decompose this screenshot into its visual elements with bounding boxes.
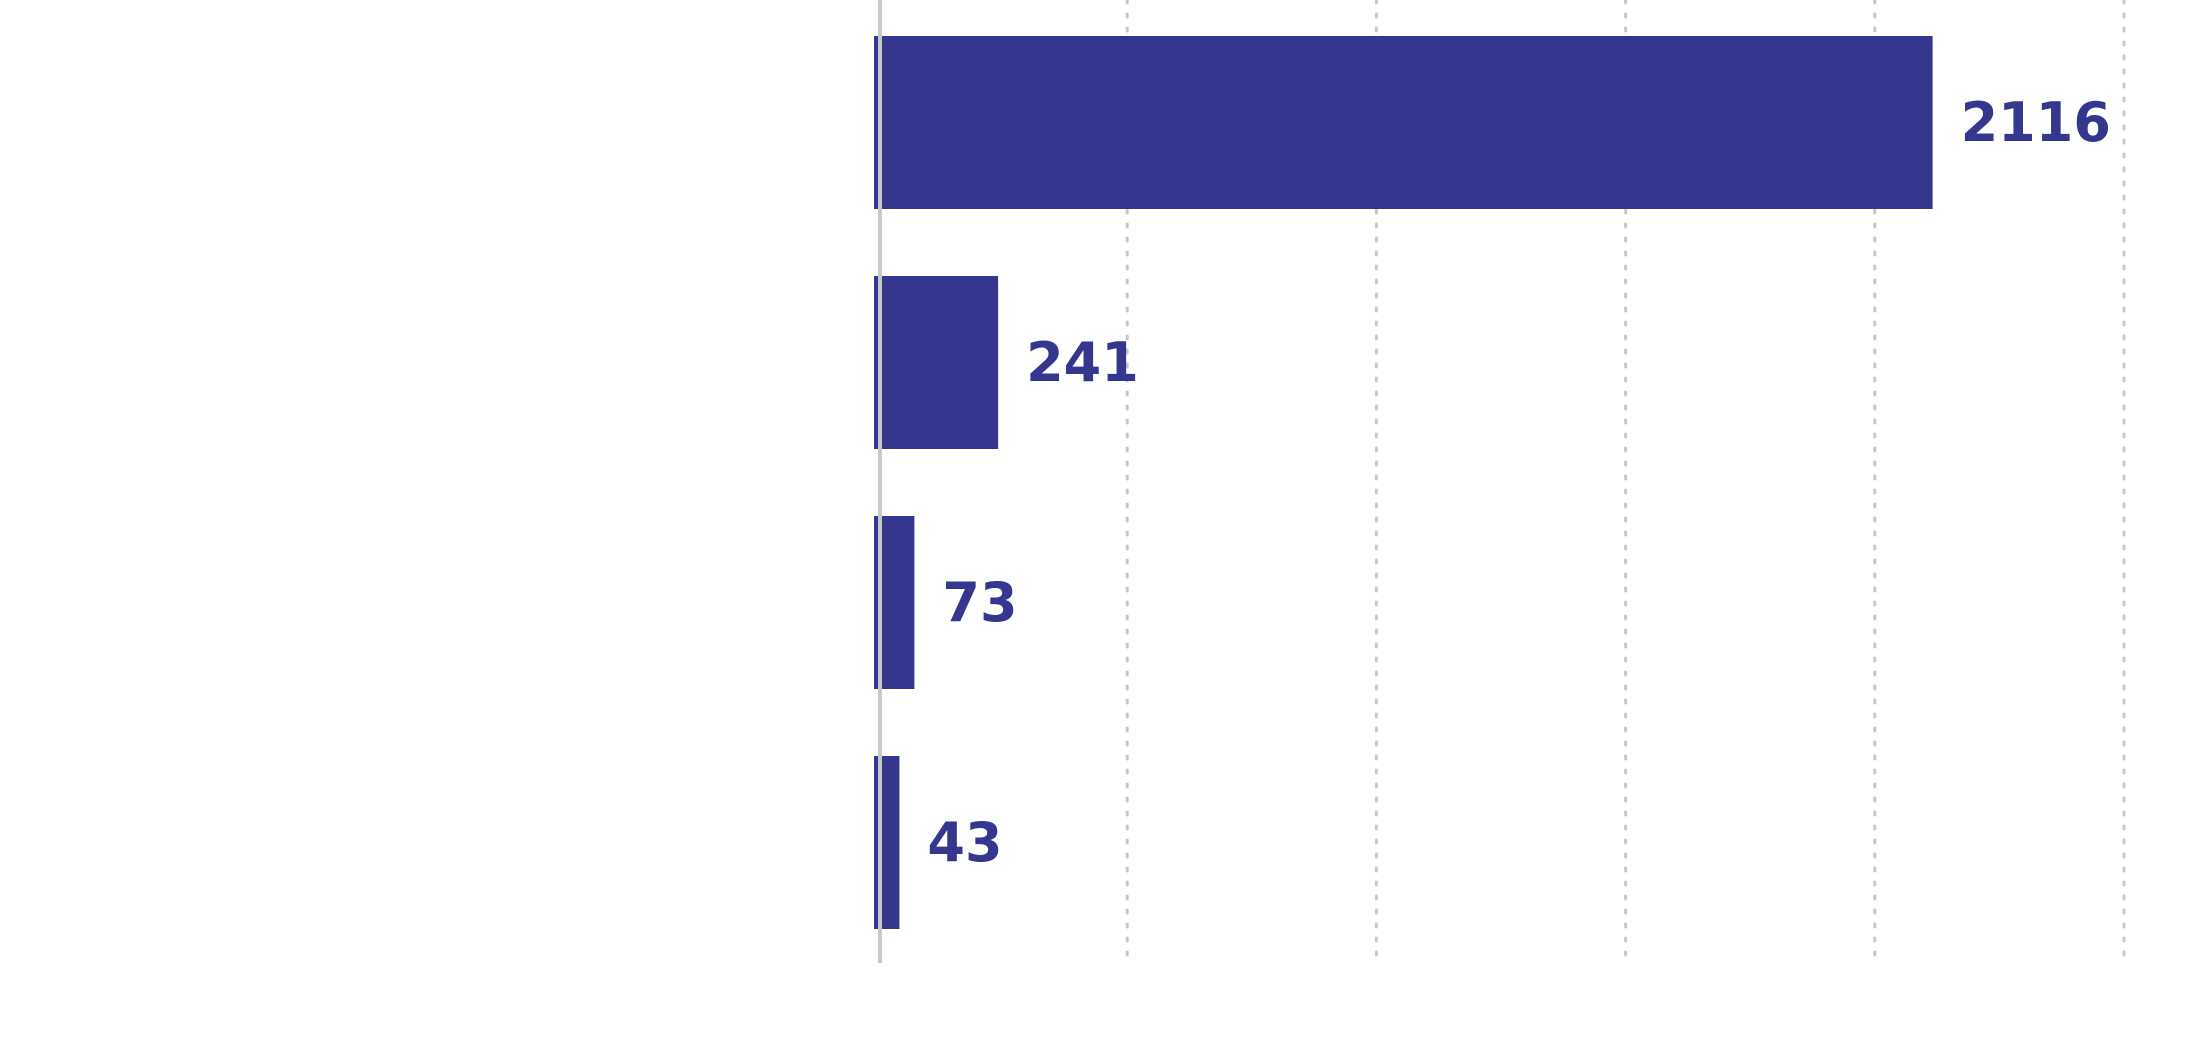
- grid-lines: [1125, 0, 2126, 965]
- bars: [874, 36, 1933, 929]
- bar-value-label-3: 43: [927, 811, 1002, 874]
- bar-3: [874, 756, 900, 929]
- bar-1: [874, 276, 999, 449]
- bar-value-label-1: 241: [1026, 331, 1139, 394]
- data-labels: 2116 241 73 43: [927, 91, 2110, 874]
- bar-0: [874, 36, 1933, 209]
- bar-value-label-0: 2116: [1961, 91, 2111, 154]
- bar-value-label-2: 73: [942, 571, 1017, 634]
